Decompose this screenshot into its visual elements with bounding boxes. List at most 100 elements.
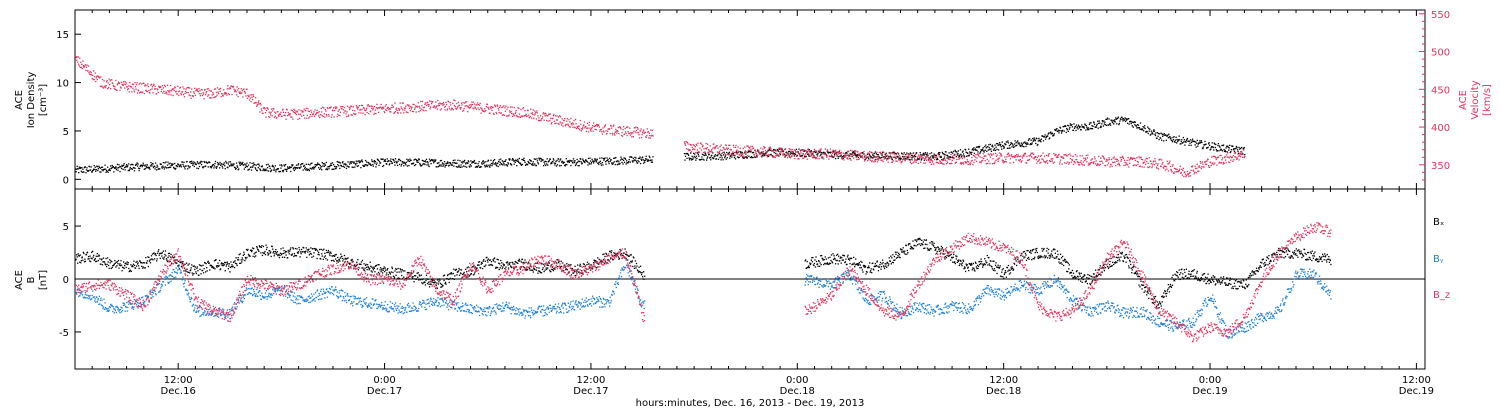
velocity-point: [502, 106, 504, 108]
density-point: [739, 151, 741, 153]
density-point: [589, 160, 592, 162]
velocity-point: [355, 104, 357, 107]
velocity-point: [1097, 163, 1099, 165]
density-point: [563, 161, 565, 163]
density-point: [254, 164, 256, 166]
velocity-point: [762, 150, 765, 153]
density-point: [401, 163, 403, 165]
velocity-point: [650, 129, 652, 131]
velocity-point: [1157, 168, 1160, 170]
density-point: [1211, 142, 1213, 144]
velocity-point: [454, 105, 457, 108]
velocity-point: [1086, 157, 1089, 159]
velocity-point: [104, 87, 107, 89]
velocity-point: [970, 162, 972, 164]
density-point: [435, 159, 437, 161]
velocity-point: [627, 130, 629, 133]
density-point: [372, 163, 374, 166]
density-point: [1087, 129, 1089, 131]
density-point: [120, 167, 123, 170]
velocity-point: [846, 150, 849, 153]
density-point: [601, 161, 604, 164]
density-point: [872, 154, 874, 157]
density-point: [800, 155, 802, 157]
density-point: [182, 165, 185, 167]
density-point: [724, 157, 726, 159]
velocity-point: [169, 89, 171, 92]
velocity-point: [303, 114, 305, 117]
velocity-point: [1162, 166, 1164, 169]
velocity-point: [1173, 167, 1176, 170]
velocity-point: [979, 161, 982, 163]
velocity-point: [450, 109, 452, 111]
density-point: [323, 162, 325, 165]
density-point: [902, 156, 904, 158]
velocity-point: [85, 69, 87, 72]
bx-point: [332, 259, 334, 262]
velocity-point: [684, 143, 686, 145]
density-point: [98, 166, 101, 169]
velocity-point: [882, 160, 884, 163]
bx-point: [149, 259, 151, 261]
density-point: [648, 155, 651, 157]
density-point: [571, 160, 573, 162]
velocity-point: [475, 104, 477, 106]
velocity-point: [338, 114, 340, 117]
velocity-point: [756, 150, 758, 153]
velocity-point: [743, 152, 745, 154]
velocity-point: [884, 156, 886, 158]
velocity-point: [1071, 159, 1074, 161]
velocity-point: [154, 88, 157, 90]
density-point: [595, 158, 597, 160]
velocity-point: [1156, 167, 1158, 169]
velocity-point: [567, 124, 570, 127]
velocity-point: [508, 110, 511, 112]
velocity-point: [357, 108, 359, 110]
density-point: [184, 168, 186, 170]
velocity-point: [918, 154, 920, 156]
bx-point: [116, 261, 119, 263]
density-point: [1229, 151, 1231, 154]
velocity-point: [1156, 164, 1159, 167]
density-point: [503, 160, 506, 163]
density-point: [558, 160, 560, 163]
velocity-point: [584, 127, 586, 129]
velocity-point: [245, 95, 247, 97]
density-point: [398, 158, 400, 160]
density-point: [892, 151, 894, 154]
bx-point: [320, 258, 322, 260]
velocity-point: [1028, 158, 1031, 161]
velocity-point: [953, 157, 955, 160]
density-point: [345, 167, 348, 170]
density-point: [779, 153, 781, 155]
density-point: [365, 164, 367, 166]
density-point: [1107, 124, 1110, 126]
density-point: [100, 171, 102, 173]
velocity-point: [1226, 154, 1228, 156]
density-point: [237, 169, 239, 171]
density-point: [375, 166, 377, 168]
velocity-point: [370, 110, 372, 112]
bx-point: [168, 252, 171, 255]
density-point: [718, 153, 721, 155]
velocity-point: [932, 154, 934, 157]
density-point: [989, 149, 991, 151]
density-point: [762, 152, 764, 154]
density-point: [306, 168, 308, 170]
velocity-point: [438, 104, 441, 107]
bx-point: [186, 268, 188, 270]
velocity-point: [881, 153, 884, 155]
density-point: [874, 151, 876, 153]
velocity-point: [317, 112, 319, 114]
velocity-point: [588, 121, 591, 124]
density-point: [927, 154, 929, 156]
velocity-point: [133, 89, 135, 91]
density-point: [1200, 140, 1203, 142]
density-point: [349, 161, 352, 163]
velocity-point: [480, 107, 482, 109]
velocity-point: [132, 83, 135, 86]
density-point: [283, 164, 285, 166]
bx-point: [337, 261, 339, 263]
density-point: [959, 154, 961, 156]
density-point: [311, 166, 314, 169]
